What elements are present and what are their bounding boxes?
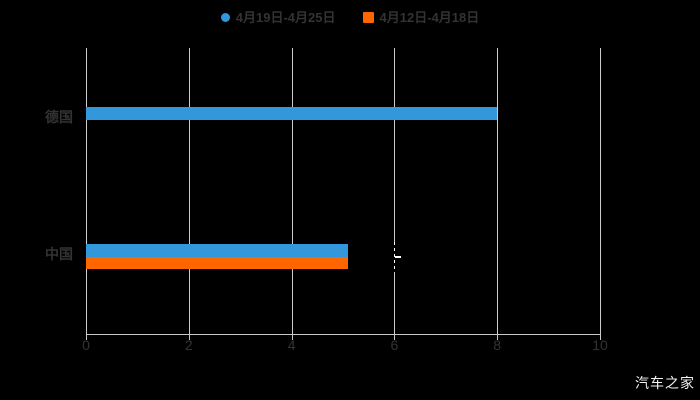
y-axis-label-1: 中国 <box>45 246 73 262</box>
x-axis-tick <box>188 335 190 340</box>
x-axis-tick <box>394 335 396 340</box>
legend-marker-circle-icon <box>220 12 230 22</box>
x-axis-tick-label: 6 <box>390 337 399 353</box>
gridline-x-4 <box>291 48 293 334</box>
x-axis-tick-label: 10 <box>592 337 608 353</box>
gridline-x-0 <box>86 48 87 334</box>
x-axis-tick <box>291 335 293 340</box>
x-axis-tick-label: 0 <box>82 337 90 353</box>
gridline-x-10 <box>600 48 601 334</box>
legend-marker-square-icon <box>362 11 374 23</box>
x-axis-tick-label: 4 <box>287 337 296 353</box>
axis-pointer-horizontal-dash <box>395 256 402 258</box>
bar-series0-cat1 <box>86 244 349 257</box>
y-axis-label-0: 德国 <box>45 109 73 125</box>
x-axis-tick-label: 2 <box>184 337 193 353</box>
axis-pointer-dashed-line <box>394 242 396 272</box>
gridline-x-2 <box>188 48 190 334</box>
legend: 4月19日-4月25日 4月12日-4月18日 <box>0 6 700 28</box>
watermark: 汽车之家 <box>635 375 695 391</box>
x-axis-tick <box>497 335 499 340</box>
plot-area <box>86 48 601 340</box>
bar-series1-cat1 <box>86 257 349 269</box>
x-axis-line <box>86 334 601 335</box>
bar-series0-cat0 <box>86 107 498 120</box>
x-axis-tick-label: 8 <box>493 337 502 353</box>
gridline-x-6 <box>394 48 396 334</box>
legend-item-label: 4月19日-4月25日 <box>235 9 336 25</box>
gridline-x-8 <box>497 48 499 334</box>
legend-item-0[interactable]: 4月19日-4月25日 <box>220 9 336 25</box>
x-axis-tick <box>86 335 87 340</box>
x-axis-tick <box>600 335 601 340</box>
legend-item-1[interactable]: 4月12日-4月18日 <box>362 9 480 25</box>
legend-item-label: 4月12日-4月18日 <box>379 9 480 25</box>
